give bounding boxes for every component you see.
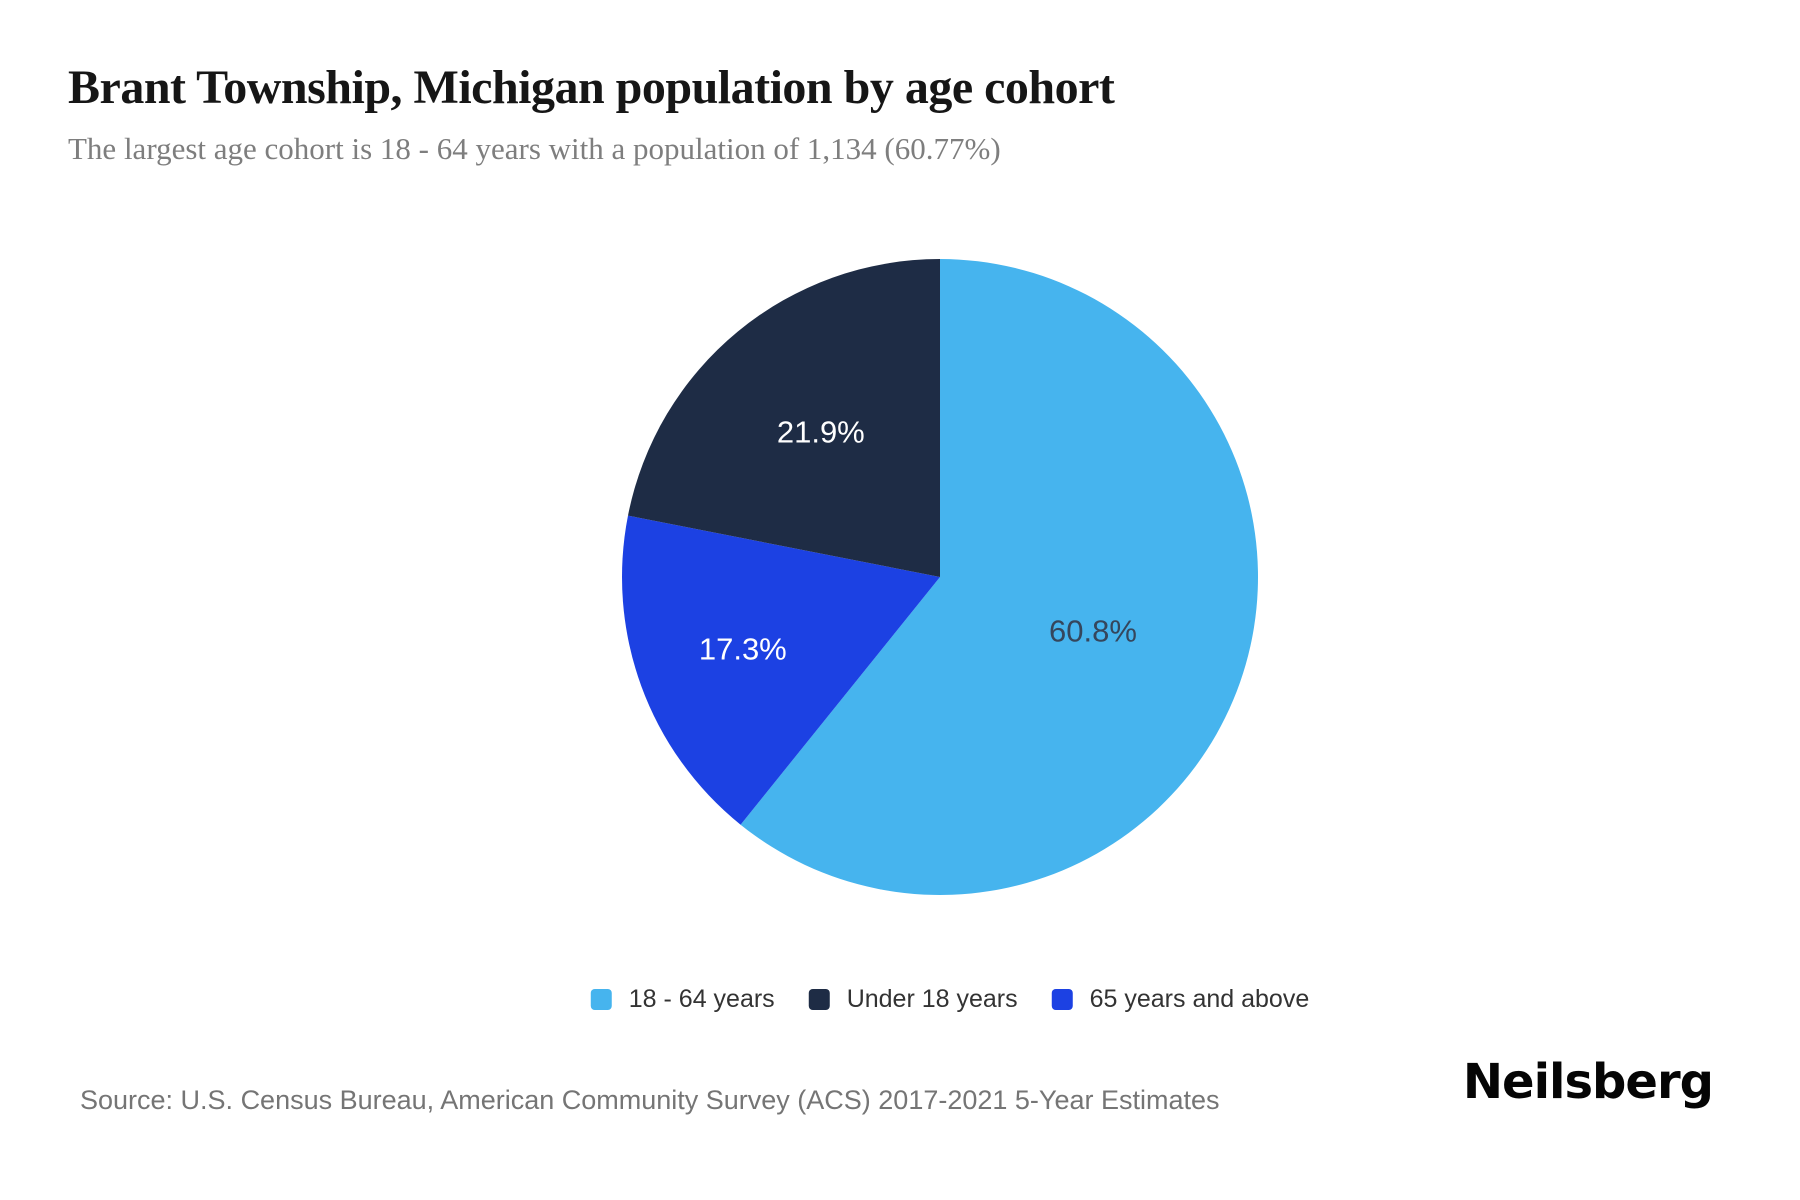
pie-slice-label-18-64-years: 60.8% xyxy=(1049,613,1137,648)
pie-chart: 60.8% 17.3% 21.9% xyxy=(622,259,1259,895)
chart-subtitle: The largest age cohort is 18 - 64 years … xyxy=(68,131,1001,166)
pie-slice-label-65-years-and-above: 17.3% xyxy=(699,631,787,666)
pie-slice-18-64-years[interactable] xyxy=(740,259,1259,895)
legend: 18 - 64 years Under 18 years 65 years and … xyxy=(590,984,1310,1014)
legend-swatch-65-years-and-above xyxy=(1051,988,1073,1010)
legend-label: 65 years and above xyxy=(1089,985,1310,1013)
pie-slice-under-18-years[interactable] xyxy=(627,259,940,577)
pie-slice-label-under-18-years: 21.9% xyxy=(777,415,865,450)
legend-item-18-64-years[interactable]: 18 - 64 years xyxy=(590,984,775,1014)
legend-label: Under 18 years xyxy=(846,985,1018,1013)
source-text: Source: U.S. Census Bureau, American Com… xyxy=(80,1085,1220,1115)
chart-title: Brant Township, Michigan population by a… xyxy=(68,61,1115,114)
legend-label: 18 - 64 years xyxy=(628,985,775,1013)
brand-logo: Neilsberg xyxy=(1462,1054,1714,1110)
legend-swatch-under-18-years xyxy=(808,988,830,1010)
legend-item-under-18-years[interactable]: Under 18 years xyxy=(808,984,1018,1014)
legend-swatch-18-64-years xyxy=(590,988,612,1010)
pie-slice-65-years-and-above[interactable] xyxy=(622,515,940,825)
legend-item-65-years-and-above[interactable]: 65 years and above xyxy=(1051,984,1310,1014)
